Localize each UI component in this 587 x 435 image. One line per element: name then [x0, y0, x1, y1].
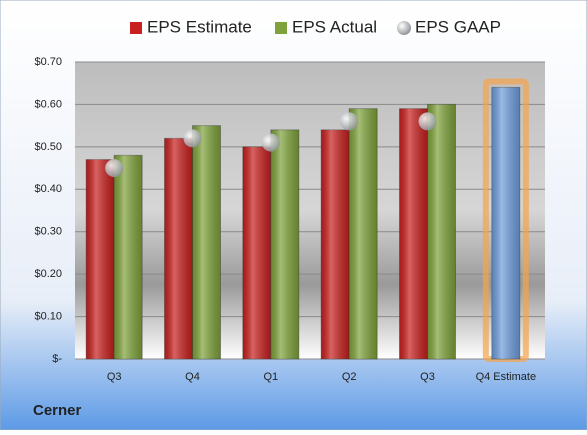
y-tick-label: $0.20 — [34, 268, 62, 280]
x-tick-label: Q3 — [107, 371, 122, 383]
bar-shine — [86, 159, 115, 359]
bar-shine — [399, 108, 428, 360]
x-tick-label: Q2 — [342, 371, 357, 383]
bar-shine — [349, 108, 378, 360]
bar-shine — [114, 155, 143, 359]
x-tick-label: Q3 — [420, 371, 435, 383]
y-tick-label: $0.60 — [34, 98, 62, 110]
x-tick-label: Q4 Estimate — [476, 371, 537, 383]
y-tick-label: $0.40 — [34, 183, 62, 195]
gaap-marker — [418, 112, 437, 131]
y-tick-label: $0.30 — [34, 226, 62, 238]
bar-shine — [192, 125, 221, 360]
y-tick-label: $0.70 — [34, 56, 62, 68]
plot-area — [75, 62, 545, 359]
chart-title: Cerner — [33, 402, 82, 419]
legend-label: EPS Estimate — [147, 17, 252, 36]
legend-label: EPS Actual — [292, 17, 377, 36]
y-tick-label: $- — [52, 353, 62, 365]
bar-shine — [427, 104, 456, 359]
legend-label: EPS GAAP — [415, 17, 501, 36]
gaap-marker — [261, 133, 280, 152]
x-tick-label: Q1 — [263, 371, 278, 383]
legend-marker — [397, 21, 411, 35]
bar-shine — [270, 129, 299, 359]
bar-shine — [164, 138, 193, 359]
legend-marker — [130, 22, 142, 34]
bar-shine — [242, 146, 271, 359]
gaap-marker — [183, 129, 202, 148]
bar-shine — [491, 87, 520, 359]
gaap-marker — [340, 112, 359, 131]
gaap-marker — [105, 159, 124, 178]
y-tick-label: $0.10 — [34, 310, 62, 322]
legend-marker — [275, 22, 287, 34]
x-tick-label: Q4 — [185, 371, 200, 383]
bar-shine — [321, 129, 350, 359]
y-tick-label: $0.50 — [34, 141, 62, 153]
